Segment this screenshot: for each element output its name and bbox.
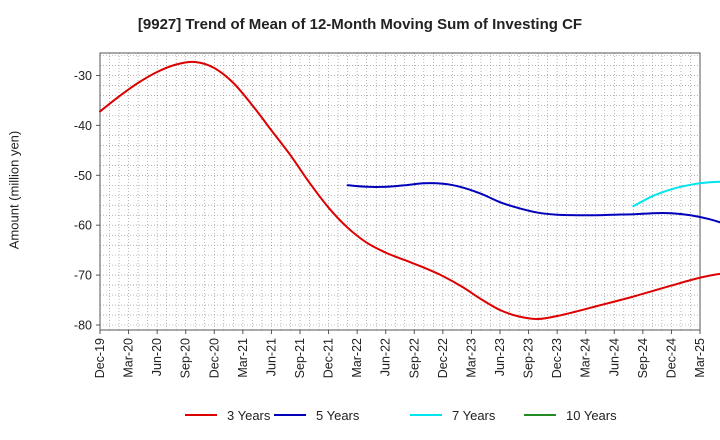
y-tick-label: -60 <box>74 219 92 233</box>
legend-label: 5 Years <box>316 407 360 423</box>
x-tick-label: Mar-20 <box>122 338 136 378</box>
x-tick-label: Sep-24 <box>636 338 650 378</box>
x-tick-label: Mar-25 <box>693 338 707 378</box>
x-tick-label: Dec-21 <box>322 338 336 378</box>
line-chart: -80 -70 -60 -50 -40 -30 Dec-19 Mar-20 Jun-20 Sep… <box>74 52 720 378</box>
legend-item-10-years: 10 Years <box>524 404 617 426</box>
legend-item-5-years: 5 Years <box>274 404 359 426</box>
y-axis-ticks: -80 -70 -60 -50 -40 -30 <box>74 69 100 333</box>
series-lines <box>99 60 720 321</box>
x-tick-label: Sep-21 <box>293 338 307 378</box>
series-line-5-years <box>346 182 720 224</box>
y-tick-label: -30 <box>74 69 92 83</box>
y-tick-label: -50 <box>74 169 92 183</box>
x-tick-label: Dec-20 <box>207 338 221 378</box>
x-tick-label: Jun-21 <box>264 338 278 376</box>
plot-frame <box>99 52 701 331</box>
x-tick-label: Jun-22 <box>379 338 393 376</box>
legend-item-3-years: 3 Years <box>185 404 270 426</box>
x-tick-label: Mar-22 <box>350 338 364 378</box>
legend-label: 10 Years <box>566 407 617 423</box>
x-tick-label: Dec-23 <box>550 338 564 378</box>
x-tick-label: Jun-20 <box>150 338 164 376</box>
x-tick-label: Dec-19 <box>93 338 107 378</box>
horizontal-gridlines <box>100 55 700 326</box>
x-tick-label: Mar-23 <box>464 338 478 378</box>
x-tick-label: Sep-22 <box>407 338 421 378</box>
chart-title: [9927] Trend of Mean of 12-Month Moving … <box>137 16 583 33</box>
x-tick-label: Mar-24 <box>579 338 593 378</box>
x-tick-label: Sep-20 <box>179 338 193 378</box>
y-tick-label: -80 <box>74 319 92 333</box>
legend-swatch <box>524 414 556 416</box>
x-tick-label: Mar-21 <box>236 338 250 378</box>
vertical-gridlines <box>109 53 691 330</box>
y-tick-label: -70 <box>74 269 92 283</box>
x-tick-label: Dec-22 <box>436 338 450 378</box>
y-tick-label: -40 <box>74 119 92 133</box>
legend-swatch <box>185 414 217 416</box>
legend-label: 3 Years <box>227 407 271 423</box>
x-tick-label: Sep-23 <box>522 338 536 378</box>
x-axis-ticks: Dec-19 Mar-20 Jun-20 Sep-20 Dec-20 Mar-21 Jun-… <box>93 330 707 378</box>
x-tick-label: Jun-24 <box>607 338 621 376</box>
series-line-3-years <box>99 60 720 321</box>
legend: 3 Years 5 Years 7 Years 10 Years <box>0 404 720 426</box>
legend-label: 7 Years <box>452 407 496 423</box>
legend-item-7-years: 7 Years <box>410 404 495 426</box>
legend-swatch <box>410 414 442 416</box>
legend-swatch <box>274 414 306 416</box>
x-tick-label: Dec-24 <box>664 338 678 378</box>
series-line-7-years <box>632 180 720 208</box>
plot-background <box>100 53 700 330</box>
x-tick-label: Jun-23 <box>493 338 507 376</box>
